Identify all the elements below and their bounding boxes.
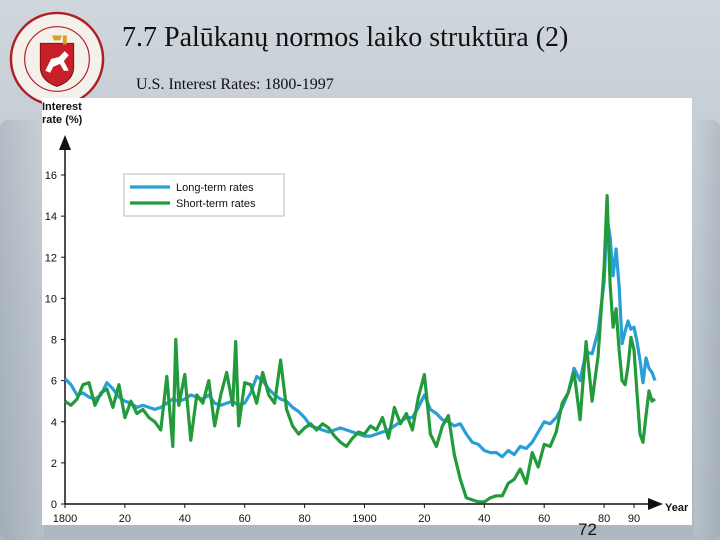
- y-tick-label: 8: [51, 335, 57, 347]
- y-tick-label: 10: [45, 293, 57, 305]
- chart-panel: 0 2 4 6 8 10 12 14 16 1800 20 40 60 80 1900 20 40 60 80 90 …: [42, 98, 692, 525]
- x-tick-label: 40: [179, 513, 191, 525]
- x-tick-label: 80: [598, 513, 610, 525]
- chart-legend: [123, 173, 285, 217]
- y-tick-label: 12: [45, 252, 57, 264]
- slide-title: 7.7 Palūkanų normos laiko struktūra (2): [122, 22, 569, 53]
- y-tick-label: 2: [51, 458, 57, 470]
- y-tick-label: 4: [51, 417, 57, 429]
- slide-subtitle: U.S. Interest Rates: 1800-1997: [136, 76, 334, 93]
- x-tick-label: 20: [418, 513, 430, 525]
- y-axis-label: Interest rate (%): [42, 101, 83, 126]
- x-tick-label: 1800: [53, 513, 77, 525]
- background-building-decoration: [694, 120, 720, 540]
- page-number: 72: [578, 520, 597, 539]
- short-term-rates-line: [64, 194, 656, 504]
- y-tick-label: 0: [51, 499, 57, 511]
- y-tick-label: 6: [51, 376, 57, 388]
- x-axis-label: Year: [665, 502, 689, 514]
- x-tick-label: 1900: [352, 513, 376, 525]
- x-tick-label: 20: [119, 513, 131, 525]
- legend-entry: Long-term rates: [176, 182, 254, 194]
- y-tick-label: 16: [45, 170, 57, 182]
- x-tick-label: 40: [478, 513, 490, 525]
- university-logo: [9, 11, 105, 107]
- y-tick-label: 14: [45, 211, 57, 223]
- x-tick-label: 60: [538, 513, 550, 525]
- x-tick-label: 90: [628, 513, 640, 525]
- legend-entry: Short-term rates: [176, 198, 256, 210]
- x-tick-label: 60: [239, 513, 251, 525]
- x-tick-label: 80: [298, 513, 310, 525]
- background-building-decoration: [0, 120, 44, 540]
